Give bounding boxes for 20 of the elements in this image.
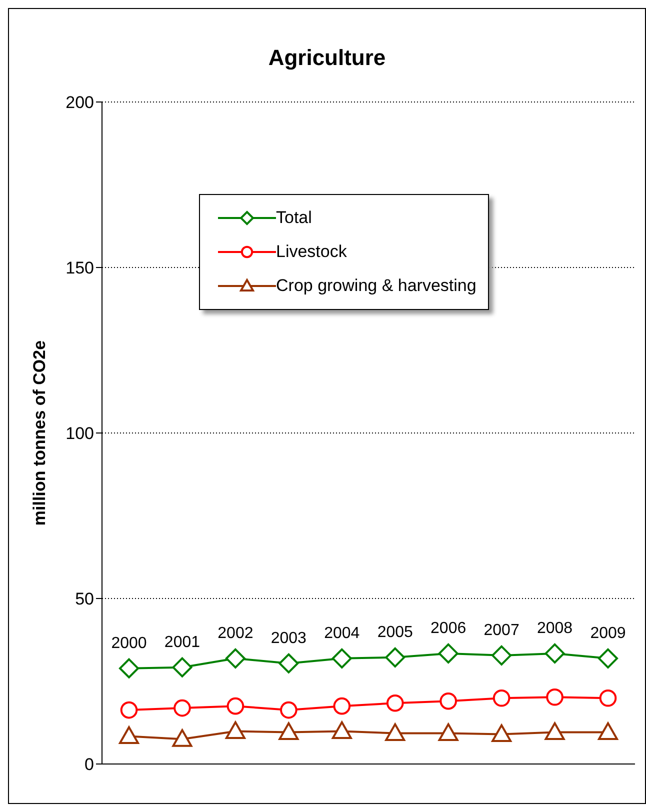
x-tick-label: 2007 (484, 622, 520, 640)
x-tick-label: 2002 (218, 625, 254, 642)
x-tick-label: 2001 (164, 634, 200, 652)
y-tick-label: 200 (66, 93, 94, 112)
y-tick-label: 50 (75, 590, 94, 609)
x-tick-label: 2009 (590, 625, 626, 642)
legend-label: Livestock (276, 242, 347, 262)
x-tick-label: 2006 (430, 620, 466, 638)
legend-label: Total (276, 208, 312, 228)
y-tick-label: 100 (66, 424, 94, 444)
x-tick-label: 2008 (536, 620, 573, 638)
y-tick-label: 150 (66, 258, 94, 278)
legend-label: Crop growing & harvesting (276, 276, 476, 296)
chart-title: Agriculture (267, 45, 387, 71)
x-tick-label: 2003 (270, 630, 307, 648)
x-tick-label: 2004 (324, 625, 360, 642)
x-tick-label: 2000 (111, 635, 147, 652)
y-axis-title: million tonnes of CO2e (30, 340, 50, 526)
x-tick-label: 2005 (377, 624, 414, 642)
y-tick-label: 0 (84, 755, 94, 774)
